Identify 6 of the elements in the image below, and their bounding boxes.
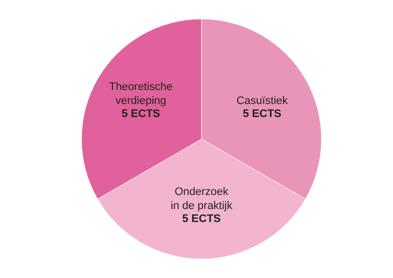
data-label: 5 ECTS [242, 108, 282, 120]
category-label: Onderzoek in de praktijk [170, 186, 232, 212]
slice-label: Casuïstiek [236, 95, 288, 107]
data-label: 5 ECTS [122, 108, 160, 120]
data-label: 5 ECTS [182, 213, 221, 225]
category-label: Theoretische verdieping [109, 81, 173, 107]
